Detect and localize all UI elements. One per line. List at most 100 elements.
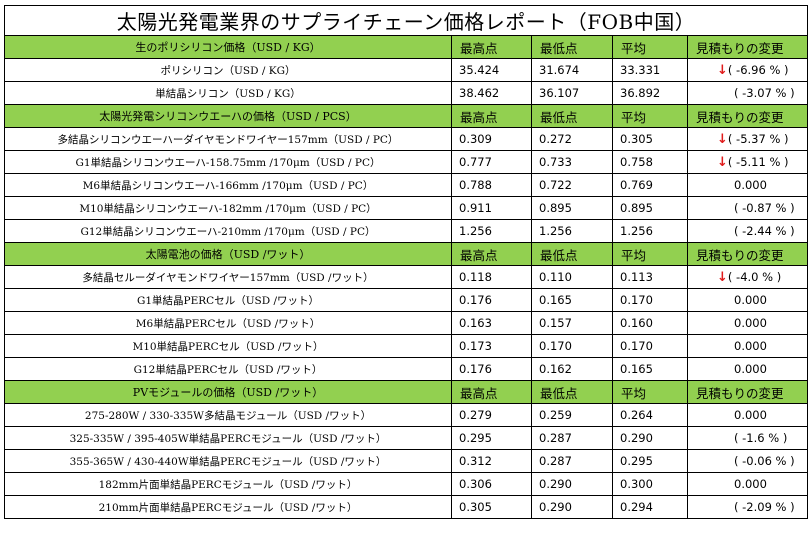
section-label: PVモジュールの価格（USD /ワット） — [4, 380, 452, 404]
table-row: G1単結晶PERCセル（USD /ワット） 0.176 0.165 0.170 0.00… — [4, 288, 808, 312]
product-name: 325-335W / 395-405W単結晶PERCモジュール（USD /ワット… — [4, 426, 452, 450]
price-change-value: ( -2.44 % ) — [734, 224, 795, 238]
high-price: 0.777 — [451, 150, 532, 174]
table-row: ポリシリコン（USD / KG） 35.424 31.674 33.331 ↓( -6.… — [4, 58, 808, 82]
price-change-cell: 0.000 — [687, 288, 808, 312]
average-price: 0.160 — [612, 311, 688, 335]
product-name: 多結晶シリコンウエーハーダイヤモンドワイヤー157mm（USD / PC） — [4, 127, 452, 151]
low-price: 0.170 — [531, 334, 613, 358]
high-price: 0.306 — [451, 472, 532, 496]
price-change-value: 0.000 — [734, 408, 767, 422]
average-price: 0.758 — [612, 150, 688, 174]
table-row: 182mm片面単結晶PERCモジュール（USD /ワット） 0.306 0.290 0… — [4, 472, 808, 496]
price-change-value: 0.000 — [734, 339, 767, 353]
low-header: 最低点 — [531, 35, 613, 59]
price-change-cell: ( -1.6 % ) — [687, 426, 808, 450]
low-price: 0.895 — [531, 196, 613, 220]
average-header: 平均 — [612, 242, 688, 266]
high-price: 0.312 — [451, 449, 532, 473]
average-price: 0.170 — [612, 334, 688, 358]
price-change-value: 0.000 — [734, 477, 767, 491]
table-row: M10単結晶PERCセル（USD /ワット） 0.173 0.170 0.170 0.0… — [4, 334, 808, 358]
price-change-value: 0.000 — [734, 178, 767, 192]
down-arrow-icon: ↓ — [717, 131, 728, 147]
section-header-row: PVモジュールの価格（USD /ワット） 最高点 最低点 平均 見積もりの変更 — [4, 380, 808, 404]
table-row: M6単結晶PERCセル（USD /ワット） 0.163 0.157 0.160 0.00… — [4, 311, 808, 335]
price-report-sheet: 太陽光発電業界のサプライチェーン価格レポート（FOB中国） 生のポリシリコン価格… — [4, 5, 808, 519]
high-price: 0.305 — [451, 495, 532, 519]
price-change-cell: ↓( -4.0 % ) — [687, 265, 808, 289]
average-price: 0.305 — [612, 127, 688, 151]
price-change-cell: 0.000 — [687, 357, 808, 381]
price-change-value: 0.000 — [734, 293, 767, 307]
low-header: 最低点 — [531, 380, 613, 404]
average-price: 0.300 — [612, 472, 688, 496]
price-change-value: ( -5.37 % ) — [727, 131, 789, 146]
high-header: 最高点 — [451, 380, 532, 404]
high-price: 0.176 — [451, 288, 532, 312]
high-header: 最高点 — [451, 104, 532, 128]
low-price: 0.290 — [531, 495, 613, 519]
table-row: 多結晶シリコンウエーハーダイヤモンドワイヤー157mm（USD / PC） 0.3… — [4, 127, 808, 151]
table-row: G12単結晶PERCセル（USD /ワット） 0.176 0.162 0.165 0.0… — [4, 357, 808, 381]
section-header-row: 太陽光発電シリコンウエーハの価格（USD / PCS） 最高点 最低点 平均 見積もりの… — [4, 104, 808, 128]
average-price: 33.331 — [612, 58, 688, 82]
change-header: 見積もりの変更 — [687, 35, 808, 59]
high-price: 0.788 — [451, 173, 532, 197]
section-label: 太陽光発電シリコンウエーハの価格（USD / PCS） — [4, 104, 452, 128]
high-price: 0.163 — [451, 311, 532, 335]
high-header: 最高点 — [451, 242, 532, 266]
down-arrow-icon: ↓ — [717, 269, 728, 285]
average-header: 平均 — [612, 35, 688, 59]
price-change-cell: ( -3.07 % ) — [687, 81, 808, 105]
low-price: 0.157 — [531, 311, 613, 335]
low-price: 36.107 — [531, 81, 613, 105]
section-label: 生のポリシリコン価格（USD / KG） — [4, 35, 452, 59]
table-row: 275-280W / 330-335W多結晶モジュール（USD /ワット） 0.2… — [4, 403, 808, 427]
high-price: 0.173 — [451, 334, 532, 358]
product-name: M10単結晶PERCセル（USD /ワット） — [4, 334, 452, 358]
table-row: G1単結晶シリコンウエーハ-158.75mm /170μm（USD / PC） 0… — [4, 150, 808, 174]
product-name: G12単結晶PERCセル（USD /ワット） — [4, 357, 452, 381]
low-price: 31.674 — [531, 58, 613, 82]
price-change-value: ( -6.96 % ) — [727, 62, 789, 77]
table-row: 多結晶セルーダイヤモンドワイヤー157mm（USD /ワット） 0.118 0.11… — [4, 265, 808, 289]
high-price: 0.279 — [451, 403, 532, 427]
price-change-value: ( -1.6 % ) — [734, 431, 788, 445]
table-row: M10単結晶シリコンウエーハ-182mm /170μm（USD / PC） 0.9… — [4, 196, 808, 220]
price-change-cell: 0.000 — [687, 334, 808, 358]
price-change-cell: ( -2.09 % ) — [687, 495, 808, 519]
average-price: 0.290 — [612, 426, 688, 450]
price-change-cell: ↓( -6.96 % ) — [687, 58, 808, 82]
product-name: G1単結晶シリコンウエーハ-158.75mm /170μm（USD / PC） — [4, 150, 452, 174]
change-header: 見積もりの変更 — [687, 380, 808, 404]
price-change-value: ( -3.07 % ) — [734, 86, 795, 100]
price-change-cell: ( -0.87 % ) — [687, 196, 808, 220]
low-price: 0.162 — [531, 357, 613, 381]
low-price: 1.256 — [531, 219, 613, 243]
low-price: 0.722 — [531, 173, 613, 197]
change-header: 見積もりの変更 — [687, 242, 808, 266]
table-row: 325-335W / 395-405W単結晶PERCモジュール（USD /ワット… — [4, 426, 808, 450]
price-change-cell: 0.000 — [687, 472, 808, 496]
average-price: 0.769 — [612, 173, 688, 197]
low-price: 0.272 — [531, 127, 613, 151]
high-price: 35.424 — [451, 58, 532, 82]
title-row: 太陽光発電業界のサプライチェーン価格レポート（FOB中国） — [4, 5, 808, 36]
table-row: G12単結晶シリコンウエーハ-210mm /170μm（USD / PC） 1.2… — [4, 219, 808, 243]
price-change-cell: ( -0.06 % ) — [687, 449, 808, 473]
down-arrow-icon: ↓ — [717, 154, 728, 170]
price-change-value: ( -0.87 % ) — [734, 201, 795, 215]
low-price: 0.165 — [531, 288, 613, 312]
table-row: 単結晶シリコン（USD / KG） 38.462 36.107 36.892 ( -3.… — [4, 81, 808, 105]
price-report-table: 太陽光発電業界のサプライチェーン価格レポート（FOB中国） 生のポリシリコン価格… — [4, 5, 808, 519]
average-header: 平均 — [612, 104, 688, 128]
average-price: 0.264 — [612, 403, 688, 427]
section-header-row: 太陽電池の価格（USD /ワット） 最高点 最低点 平均 見積もりの変更 — [4, 242, 808, 266]
product-name: M6単結晶PERCセル（USD /ワット） — [4, 311, 452, 335]
price-change-cell: 0.000 — [687, 311, 808, 335]
section-header-row: 生のポリシリコン価格（USD / KG） 最高点 最低点 平均 見積もりの変更 — [4, 35, 808, 59]
average-price: 0.165 — [612, 357, 688, 381]
average-price: 36.892 — [612, 81, 688, 105]
table-row: 355-365W / 430-440W単結晶PERCモジュール（USD /ワット… — [4, 449, 808, 473]
